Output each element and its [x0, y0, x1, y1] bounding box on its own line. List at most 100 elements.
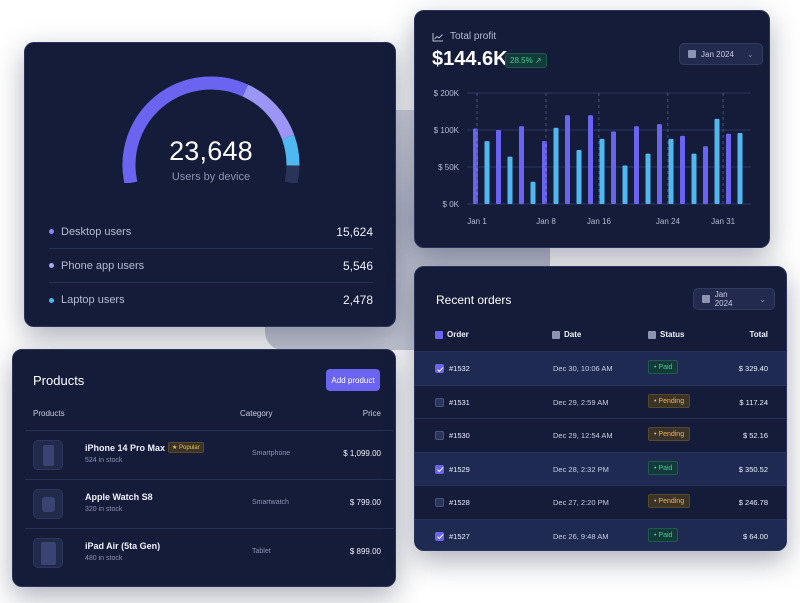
phone-dot-icon [49, 263, 54, 268]
status-badge: • Paid [648, 360, 679, 374]
col-category: Category [240, 409, 273, 418]
device-name: Laptop users [61, 294, 125, 306]
orders-date-filter[interactable]: Jan 2024 ⌄ [693, 288, 775, 310]
bar[interactable] [484, 141, 490, 204]
product-price: $ 1,099.00 [343, 449, 381, 458]
col-products: Products [33, 409, 65, 418]
status-check-icon [648, 330, 656, 339]
status-badge: • Paid [648, 460, 679, 475]
x-tick-label: Jan 8 [536, 217, 556, 226]
x-tick-label: Jan 31 [711, 217, 736, 226]
table-row[interactable]: #1528 Dec 27, 2:20 PM • Pending $ 246.78 [415, 485, 786, 519]
table-row[interactable]: #1529 Dec 28, 2:32 PM • Paid $ 350.52 [415, 451, 786, 485]
col-status: Status [660, 330, 685, 339]
recent-orders-card: Recent orders Jan 2024 ⌄ Order Date Stat… [414, 266, 787, 551]
product-name: Apple Watch S8 [85, 492, 153, 502]
product-stock: 480 in stock [85, 555, 123, 562]
table-row[interactable]: #1530 Dec 29, 12:54 AM • Pending $ 52.16 [415, 418, 786, 452]
order-id: #1527 [449, 531, 470, 541]
laptop-dot-icon [49, 297, 54, 303]
bar[interactable] [599, 138, 605, 204]
bar[interactable] [714, 118, 720, 204]
chevron-down-icon: ⌄ [746, 49, 754, 59]
table-row[interactable]: Apple Watch S8 320 in stock Smartwatch $… [25, 479, 393, 528]
order-date: Dec 26, 9:48 AM [553, 531, 609, 541]
y-tick-label: $ 0K [443, 200, 460, 209]
order-date: Dec 27, 2:20 PM [553, 498, 609, 507]
bar[interactable] [588, 115, 593, 204]
order-id: #1530 [449, 431, 470, 440]
orders-title: Recent orders [436, 293, 512, 307]
y-tick-label: $ 200K [434, 89, 460, 98]
bar[interactable] [737, 132, 743, 204]
bar[interactable] [668, 138, 674, 204]
row-checkbox[interactable] [435, 397, 444, 407]
select-all-checkbox-icon[interactable] [435, 330, 443, 339]
bar[interactable] [703, 146, 708, 204]
add-product-button[interactable]: Add product [326, 369, 380, 391]
products-card: Products Add product Products Category P… [12, 349, 396, 587]
product-stock: 524 in stock [85, 457, 123, 464]
orders-table: #1532 Dec 30, 10:06 AM • Paid $ 329.40 #… [415, 351, 786, 550]
x-tick-label: Jan 16 [587, 217, 612, 226]
users-by-device-card: 23,648 Users by device Desktop users 15,… [24, 42, 396, 327]
bar[interactable] [622, 165, 628, 204]
profit-bar-chart: $ 0K $ 50K $ 100K $ 200K Jan 1 Jan 8 Jan 16 Jan… [434, 89, 751, 226]
bar[interactable] [611, 131, 616, 204]
order-id: #1528 [449, 498, 470, 507]
status-badge: • Pending [648, 393, 691, 408]
order-id: #1529 [449, 464, 470, 474]
row-checkbox[interactable] [435, 464, 444, 474]
total-profit-card: Total profit $144.6K 28.5% ↗ Jan 2024 ⌄ … [414, 10, 770, 248]
y-tick-label: $ 50K [438, 163, 460, 172]
order-total: $ 64.00 [742, 531, 768, 541]
order-total: $ 52.16 [742, 431, 768, 440]
row-checkbox[interactable] [435, 498, 444, 507]
bar[interactable] [530, 181, 536, 204]
table-row[interactable]: #1531 Dec 29, 2:59 AM • Pending $ 117.24 [415, 384, 786, 419]
bar[interactable] [496, 130, 501, 204]
product-category: Smartwatch [252, 499, 289, 506]
bar[interactable] [726, 133, 731, 204]
order-date: Dec 29, 2:59 AM [553, 397, 609, 407]
status-badge: • Pending [648, 427, 691, 441]
ipad-thumbnail-icon [33, 538, 63, 568]
bar[interactable] [565, 115, 570, 204]
product-category: Tablet [252, 548, 271, 555]
profit-value: $144.6K [432, 48, 508, 70]
desktop-dot-icon [49, 229, 54, 234]
order-total: $ 117.24 [739, 397, 768, 407]
row-checkbox[interactable] [435, 364, 444, 373]
bar[interactable] [680, 135, 685, 204]
bar[interactable] [645, 153, 651, 204]
table-row[interactable]: iPhone 14 Pro Max ★ Popular 524 in stock… [25, 430, 393, 479]
bar[interactable] [553, 127, 559, 204]
orders-date-label: Jan 2024 [714, 290, 733, 308]
product-name: iPad Air (5ta Gen) [85, 541, 161, 551]
product-price: $ 799.00 [349, 498, 381, 507]
bar[interactable] [657, 124, 662, 204]
table-row[interactable]: iPad Air (5ta Gen) 480 in stock Tablet $… [25, 528, 393, 577]
bar[interactable] [519, 126, 524, 204]
col-total: Total [749, 330, 768, 339]
bar[interactable] [507, 156, 513, 204]
calendar-icon [688, 50, 696, 58]
order-date: Dec 30, 10:06 AM [553, 364, 613, 373]
order-date: Dec 29, 12:54 AM [553, 431, 613, 440]
users-label: Users by device [171, 171, 251, 183]
gauge-segment-2 [281, 134, 300, 166]
bar[interactable] [691, 153, 697, 204]
table-row[interactable]: #1532 Dec 30, 10:06 AM • Paid $ 329.40 [415, 351, 786, 385]
profit-change-badge: 28.5% ↗ [505, 53, 547, 68]
row-checkbox[interactable] [435, 431, 444, 440]
row-checkbox[interactable] [435, 531, 444, 541]
calendar-icon [552, 330, 560, 339]
profit-date-filter[interactable]: Jan 2024 ⌄ [679, 43, 763, 65]
table-row[interactable]: #1527 Dec 26, 9:48 AM • Paid $ 64.00 [415, 518, 786, 550]
trend-chart-icon [432, 32, 443, 41]
bar[interactable] [634, 126, 639, 204]
device-row-desktop: Desktop users 15,624 [49, 215, 373, 249]
bar[interactable] [542, 141, 547, 204]
bar[interactable] [576, 149, 582, 204]
products-table-header: Products Category Price [33, 409, 381, 427]
